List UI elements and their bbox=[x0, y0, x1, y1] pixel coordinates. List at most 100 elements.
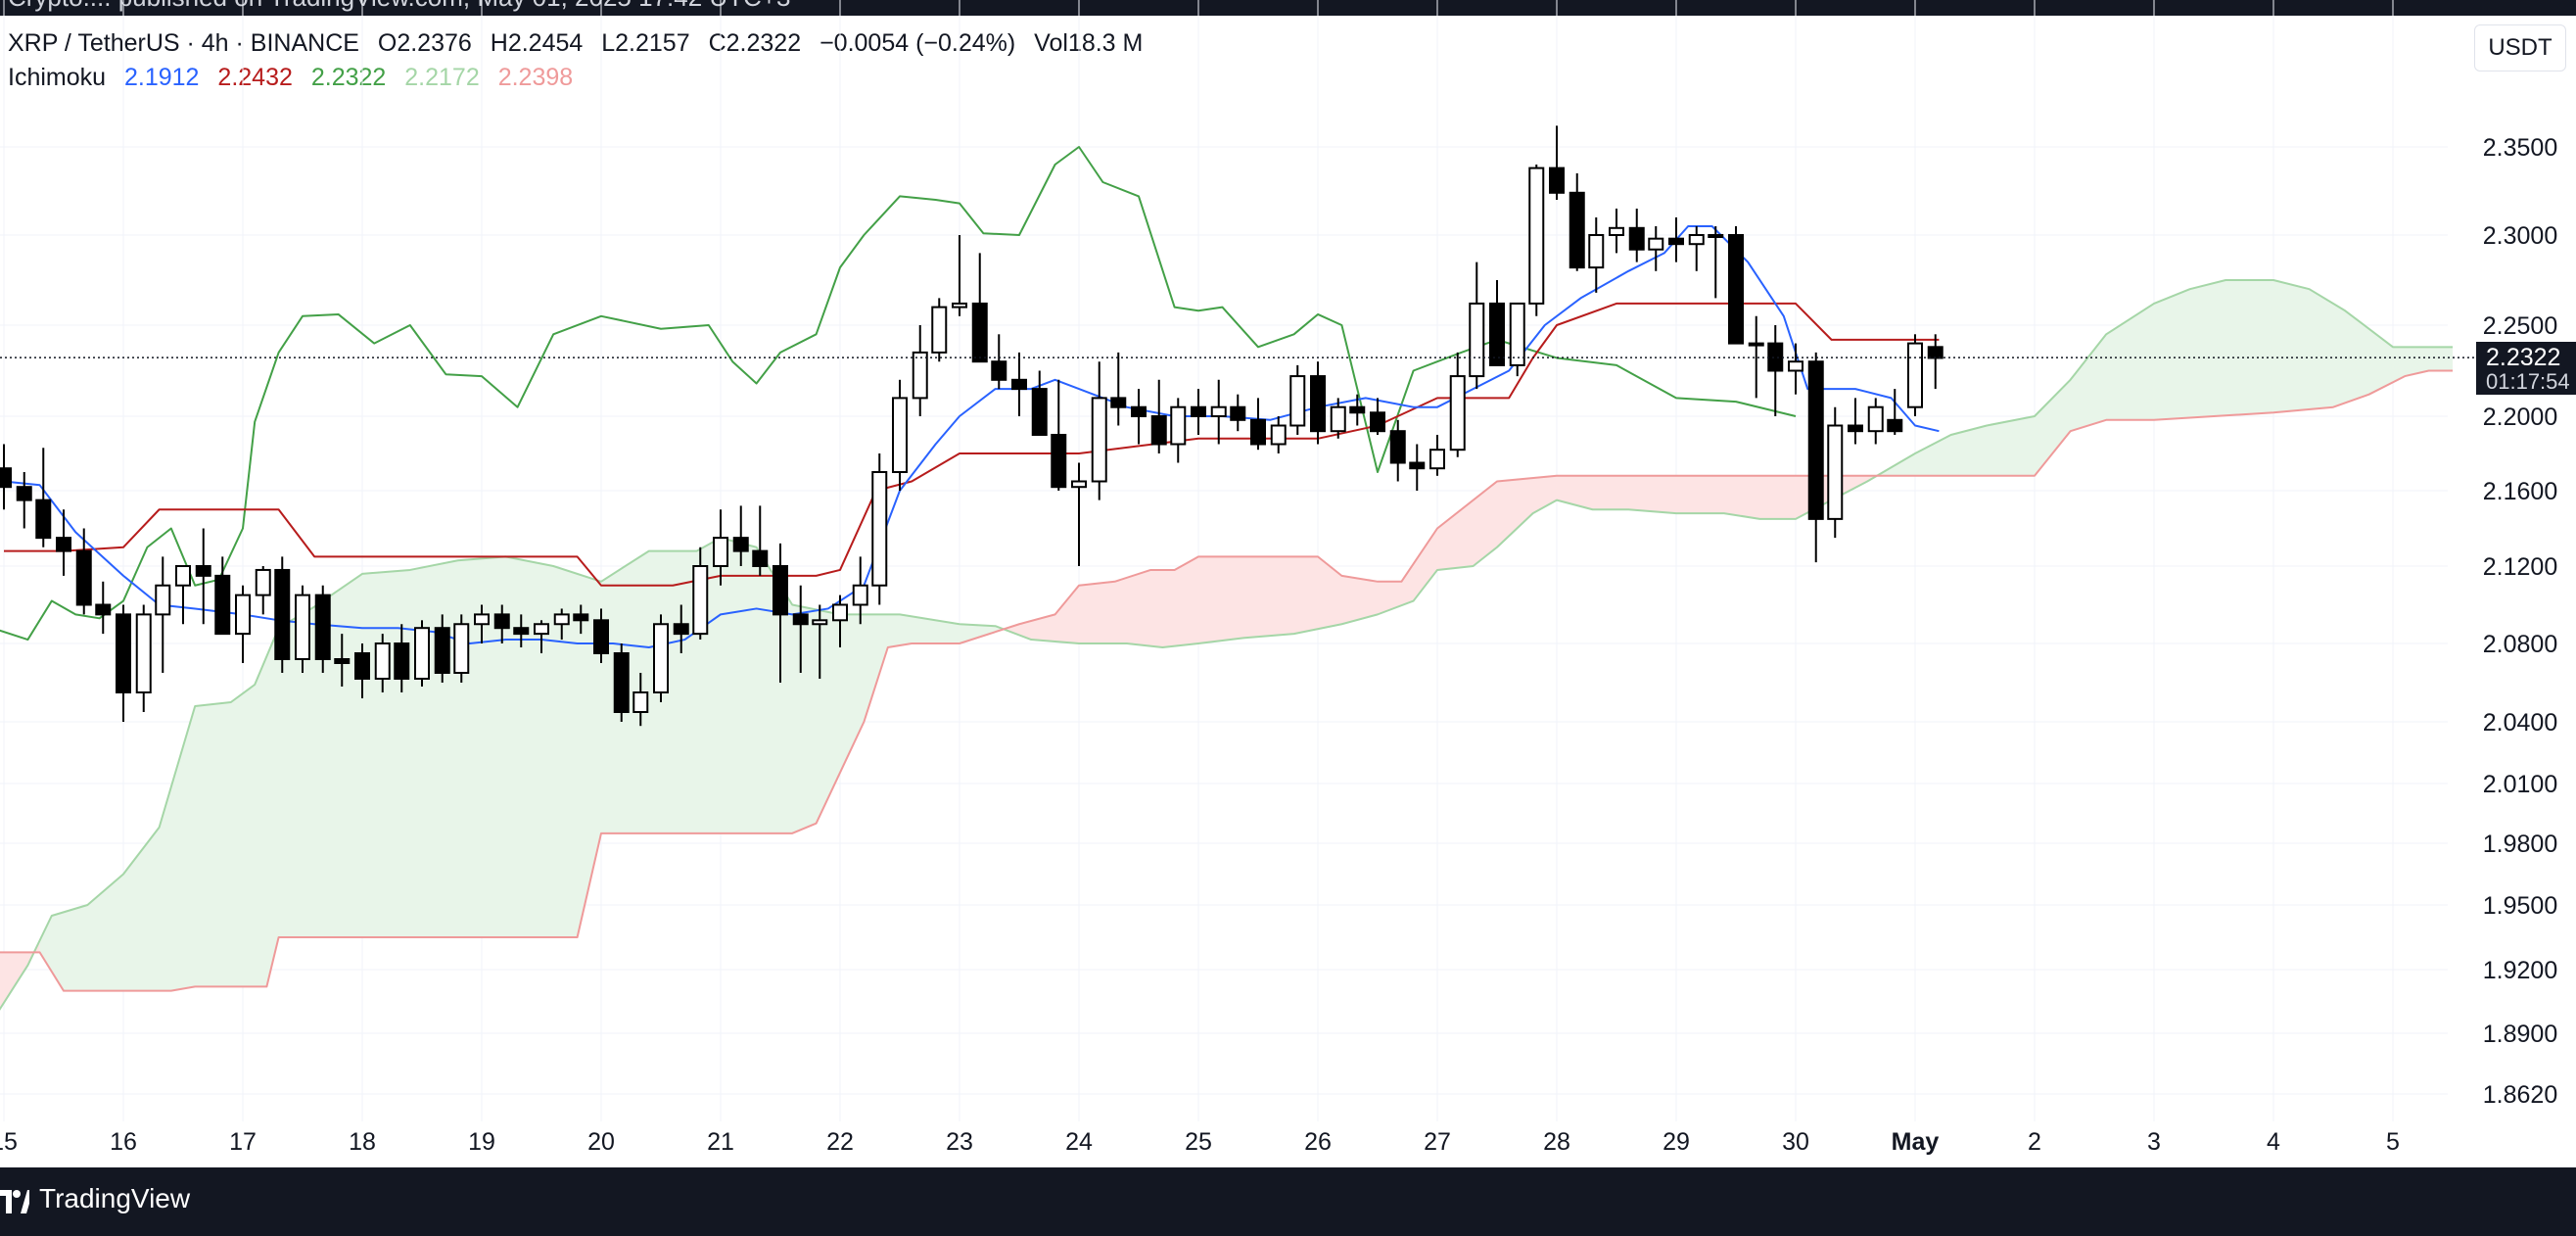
x-axis-tick-label: 24 bbox=[1065, 1128, 1093, 1156]
indicator-legend: Ichimoku 2.1912 2.2432 2.2322 2.2172 2.2… bbox=[8, 64, 585, 92]
indicator-value-lead1: 2.2172 bbox=[404, 64, 480, 91]
candle-up bbox=[871, 471, 888, 587]
candle-down bbox=[1051, 434, 1067, 489]
x-axis-tick-label: 25 bbox=[1185, 1128, 1212, 1156]
candle-down bbox=[1310, 375, 1326, 433]
candle-down bbox=[1887, 418, 1903, 433]
candle-down bbox=[1150, 415, 1167, 446]
candle-down bbox=[673, 623, 689, 636]
x-axis-tick-label: 28 bbox=[1543, 1128, 1570, 1156]
candle-up bbox=[812, 619, 828, 626]
y-axis-tick-label: 2.2500 bbox=[2483, 312, 2557, 340]
candle-up bbox=[931, 306, 948, 354]
x-axis-tick-label: 23 bbox=[946, 1128, 973, 1156]
x-axis-tick-label: 2 bbox=[2028, 1128, 2041, 1156]
candle-up bbox=[414, 627, 430, 681]
candle-down bbox=[1230, 405, 1246, 421]
currency-button[interactable]: USDT bbox=[2474, 24, 2566, 71]
candle-down bbox=[513, 627, 530, 636]
candle-up bbox=[1609, 226, 1624, 237]
candle-up bbox=[1907, 342, 1923, 408]
x-axis-tick-label: 27 bbox=[1424, 1128, 1451, 1156]
tradingview-logo-icon bbox=[0, 1190, 29, 1213]
candle-down bbox=[1409, 461, 1426, 470]
candle-down bbox=[35, 499, 52, 540]
y-axis-tick-label: 1.8900 bbox=[2483, 1021, 2557, 1048]
candle-up bbox=[1827, 424, 1844, 520]
candle-down bbox=[1131, 405, 1147, 418]
candle-down bbox=[493, 613, 510, 630]
price-chart[interactable]: 2.3500 2.3000 2.2500 2.2000 2.1600 2.1200 2.08… bbox=[0, 0, 2576, 1167]
candle-up bbox=[1469, 302, 1485, 378]
y-axis-tick-label: 2.0800 bbox=[2483, 631, 2557, 658]
ichimoku-cloud-bullish bbox=[1879, 280, 2453, 476]
indicator-value-conversion: 2.1912 bbox=[124, 64, 200, 91]
indicator-value-lead2: 2.2398 bbox=[497, 64, 574, 91]
candle-up bbox=[912, 351, 928, 400]
candle-down bbox=[1767, 342, 1784, 372]
volume-value: Vol18.3 M bbox=[1034, 29, 1144, 57]
candle-down bbox=[116, 613, 131, 693]
candle-up bbox=[1449, 375, 1466, 452]
candle-down bbox=[991, 360, 1007, 381]
candle-down bbox=[1250, 418, 1266, 446]
candle-up bbox=[1091, 397, 1107, 483]
indicator-name[interactable]: Ichimoku bbox=[8, 64, 107, 91]
candle-up bbox=[1289, 375, 1306, 427]
candle-down bbox=[752, 549, 769, 567]
x-axis-tick-label: 5 bbox=[2386, 1128, 2400, 1156]
y-axis-tick-label: 2.1600 bbox=[2483, 478, 2557, 505]
open-value: O2.2376 bbox=[377, 29, 472, 57]
y-axis-tick-label: 2.0100 bbox=[2483, 771, 2557, 798]
x-axis-tick-label: 21 bbox=[707, 1128, 734, 1156]
base-line bbox=[4, 302, 1940, 587]
candle-down bbox=[1927, 346, 1944, 359]
candle-up bbox=[852, 584, 868, 606]
candle-up bbox=[235, 594, 251, 636]
candle-up bbox=[1748, 342, 1764, 347]
x-axis-tick-label: 19 bbox=[468, 1128, 495, 1156]
candle-down bbox=[1011, 378, 1027, 391]
candle-down bbox=[732, 537, 749, 552]
candle-down bbox=[0, 467, 12, 489]
candle-down bbox=[334, 658, 351, 664]
candle-down bbox=[1110, 397, 1127, 408]
close-value: C2.2322 bbox=[708, 29, 802, 57]
y-axis-tick-label: 2.3000 bbox=[2483, 222, 2557, 250]
x-axis-tick-label: 22 bbox=[826, 1128, 854, 1156]
candle-up bbox=[175, 565, 191, 587]
candle-down bbox=[56, 537, 71, 552]
ichimoku-cloud-bearish bbox=[1007, 474, 1880, 647]
candle-up bbox=[1210, 405, 1227, 418]
candle-down bbox=[1668, 237, 1684, 246]
x-axis-tick-label: 4 bbox=[2267, 1128, 2280, 1156]
candle-up bbox=[1688, 234, 1705, 246]
ichimoku-cloud-bullish bbox=[39, 538, 1007, 991]
leading-span-b-line bbox=[0, 369, 2453, 992]
top-header-bar: Crypto.... published on TradingView.com,… bbox=[0, 0, 2576, 16]
symbol-name[interactable]: XRP / TetherUS · 4h · BINANCE bbox=[8, 29, 359, 57]
candle-up bbox=[713, 537, 728, 567]
candle-up bbox=[453, 623, 470, 674]
candle-up bbox=[1330, 405, 1346, 433]
candle-up bbox=[1270, 424, 1287, 446]
candle-down bbox=[75, 549, 92, 606]
candle-down bbox=[394, 642, 410, 680]
candle-down bbox=[971, 302, 988, 363]
low-value: L2.2157 bbox=[601, 29, 690, 57]
x-axis-tick-label: 29 bbox=[1663, 1128, 1690, 1156]
last-price-label: 2.2322 01:17:54 bbox=[2476, 342, 2576, 395]
y-axis-tick-label: 2.3500 bbox=[2483, 134, 2557, 162]
x-axis-tick-label: 18 bbox=[349, 1128, 376, 1156]
candle-up bbox=[135, 613, 152, 693]
candle-down bbox=[573, 613, 589, 622]
candle-down bbox=[613, 652, 630, 713]
candle-up bbox=[1071, 480, 1087, 489]
candle-up bbox=[1588, 234, 1605, 269]
candle-up bbox=[1170, 405, 1187, 446]
x-axis-tick-label: 17 bbox=[229, 1128, 257, 1156]
tradingview-brand[interactable]: TradingView bbox=[39, 1183, 191, 1213]
candle-up bbox=[1429, 449, 1445, 470]
candle-down bbox=[1191, 405, 1206, 418]
candle-up bbox=[295, 594, 310, 660]
